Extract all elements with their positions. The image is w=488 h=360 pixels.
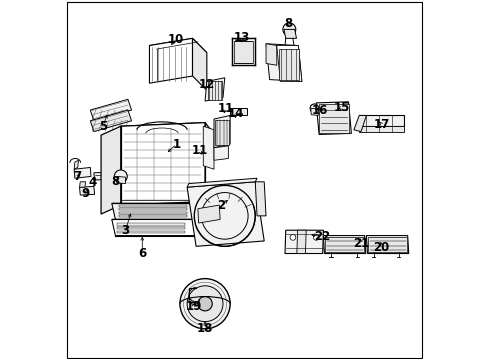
Polygon shape [149, 39, 192, 83]
Polygon shape [74, 160, 78, 169]
Polygon shape [80, 186, 94, 195]
Polygon shape [74, 167, 91, 178]
Polygon shape [101, 126, 121, 214]
Polygon shape [316, 102, 351, 134]
Polygon shape [231, 39, 255, 65]
Text: 11: 11 [217, 103, 233, 116]
Text: 16: 16 [311, 104, 327, 117]
Polygon shape [265, 44, 301, 81]
Text: 22: 22 [314, 230, 330, 243]
Circle shape [180, 279, 230, 329]
Polygon shape [203, 126, 214, 169]
Bar [230, 108, 247, 116]
Text: 14: 14 [227, 107, 243, 120]
Polygon shape [121, 123, 212, 135]
Text: 5: 5 [99, 120, 107, 133]
Polygon shape [112, 203, 198, 220]
Bar [234, 41, 252, 63]
Polygon shape [323, 235, 365, 253]
Bar [119, 208, 187, 211]
Text: 20: 20 [373, 240, 389, 253]
Bar [119, 212, 187, 214]
Circle shape [187, 286, 223, 321]
Polygon shape [353, 116, 366, 132]
Circle shape [282, 23, 295, 36]
Text: 17: 17 [373, 118, 389, 131]
Text: 3: 3 [121, 224, 129, 238]
Polygon shape [285, 230, 323, 253]
Polygon shape [276, 45, 301, 81]
Circle shape [114, 170, 127, 183]
Polygon shape [90, 99, 131, 121]
Polygon shape [255, 182, 265, 216]
Text: 13: 13 [233, 31, 249, 44]
Text: 15: 15 [333, 101, 349, 114]
Polygon shape [204, 78, 224, 101]
Circle shape [289, 234, 295, 240]
Bar [367, 237, 406, 252]
Bar [117, 224, 185, 226]
Text: 2: 2 [217, 199, 225, 212]
Polygon shape [187, 182, 264, 246]
Text: 10: 10 [167, 33, 183, 46]
Text: 6: 6 [138, 247, 146, 260]
Bar [215, 120, 228, 145]
Text: 9: 9 [81, 187, 90, 200]
Polygon shape [214, 146, 228, 160]
Polygon shape [214, 116, 230, 148]
Circle shape [198, 297, 212, 311]
Bar [207, 81, 222, 100]
Text: 8: 8 [111, 175, 119, 188]
Circle shape [313, 234, 319, 240]
Polygon shape [112, 220, 198, 235]
Text: 21: 21 [352, 237, 368, 250]
Text: 4: 4 [88, 176, 96, 189]
Polygon shape [192, 39, 206, 90]
Polygon shape [149, 39, 206, 60]
Bar [119, 205, 187, 207]
Polygon shape [117, 176, 125, 184]
Text: 18: 18 [197, 322, 213, 335]
Text: 11: 11 [191, 144, 207, 157]
Polygon shape [284, 30, 296, 39]
Polygon shape [359, 116, 403, 126]
Bar [119, 215, 187, 217]
Polygon shape [265, 44, 276, 65]
Bar [325, 237, 363, 252]
Bar [117, 227, 185, 229]
Polygon shape [121, 123, 204, 205]
Polygon shape [359, 126, 403, 132]
Bar [117, 230, 185, 233]
Bar [278, 49, 298, 80]
Circle shape [309, 104, 318, 113]
Polygon shape [296, 230, 305, 253]
Polygon shape [310, 108, 318, 116]
Polygon shape [366, 235, 408, 253]
Text: 19: 19 [185, 300, 202, 313]
Bar [319, 104, 348, 133]
Polygon shape [187, 178, 257, 187]
Polygon shape [198, 205, 220, 223]
Polygon shape [90, 110, 131, 132]
Text: 12: 12 [198, 78, 215, 91]
Polygon shape [80, 182, 85, 187]
Text: 1: 1 [172, 138, 180, 150]
Polygon shape [94, 172, 109, 180]
Text: 7: 7 [74, 170, 81, 183]
Text: 8: 8 [284, 17, 292, 30]
